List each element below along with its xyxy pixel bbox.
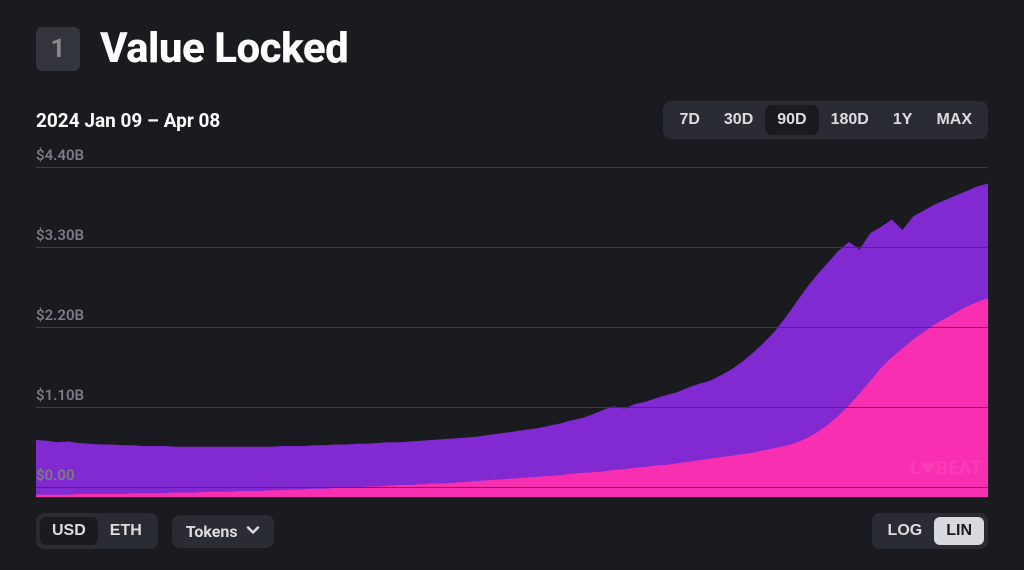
time-range-picker: 7D30D90D180D1YMAX xyxy=(663,101,988,139)
date-range: 2024 Jan 09 – Apr 08 xyxy=(36,109,220,132)
gridline xyxy=(36,327,988,328)
currency-eth[interactable]: ETH xyxy=(98,517,154,545)
page-title: Value Locked xyxy=(100,24,348,73)
gridline xyxy=(36,487,988,488)
tvl-chart: $0.00$1.10B$2.20B$3.30B$4.40B L❤BEAT xyxy=(36,157,988,497)
scale-lin[interactable]: LIN xyxy=(934,517,984,545)
y-axis-label: $4.40B xyxy=(36,146,84,164)
watermark: L❤BEAT xyxy=(910,458,982,479)
range-30d[interactable]: 30D xyxy=(712,105,765,135)
range-180d[interactable]: 180D xyxy=(819,105,881,135)
tokens-label: Tokens xyxy=(186,522,238,541)
y-axis-label: $2.20B xyxy=(36,306,84,324)
chevron-down-icon xyxy=(246,522,260,541)
range-1y[interactable]: 1Y xyxy=(881,105,925,135)
range-max[interactable]: MAX xyxy=(924,105,984,135)
gridline xyxy=(36,167,988,168)
y-axis-label: $0.00 xyxy=(36,466,75,484)
currency-usd[interactable]: USD xyxy=(40,517,98,545)
currency-toggle: USDETH xyxy=(36,513,158,549)
range-7d[interactable]: 7D xyxy=(667,105,711,135)
tokens-dropdown[interactable]: Tokens xyxy=(172,515,274,548)
heart-icon: ❤ xyxy=(921,458,937,479)
gridline xyxy=(36,247,988,248)
y-axis-label: $1.10B xyxy=(36,386,84,404)
gridline xyxy=(36,407,988,408)
y-axis-label: $3.30B xyxy=(36,226,84,244)
rank-badge: 1 xyxy=(36,27,80,71)
scale-toggle: LOGLIN xyxy=(872,513,988,549)
scale-log[interactable]: LOG xyxy=(876,517,935,545)
range-90d[interactable]: 90D xyxy=(765,105,818,135)
